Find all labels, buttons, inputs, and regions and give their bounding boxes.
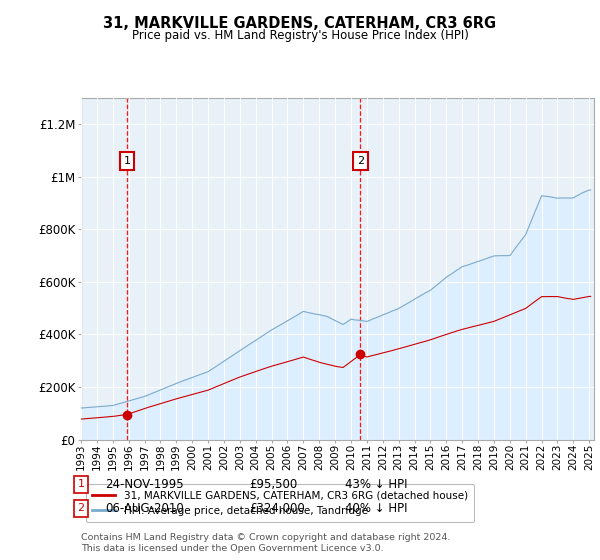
Text: 1: 1	[77, 479, 85, 489]
Text: £95,500: £95,500	[249, 478, 297, 491]
Text: 43% ↓ HPI: 43% ↓ HPI	[345, 478, 407, 491]
Text: 24-NOV-1995: 24-NOV-1995	[105, 478, 184, 491]
Text: 40% ↓ HPI: 40% ↓ HPI	[345, 502, 407, 515]
Legend: 31, MARKVILLE GARDENS, CATERHAM, CR3 6RG (detached house), HPI: Average price, d: 31, MARKVILLE GARDENS, CATERHAM, CR3 6RG…	[86, 484, 474, 522]
Text: 31, MARKVILLE GARDENS, CATERHAM, CR3 6RG: 31, MARKVILLE GARDENS, CATERHAM, CR3 6RG	[103, 16, 497, 31]
Text: 06-AUG-2010: 06-AUG-2010	[105, 502, 184, 515]
Text: £324,000: £324,000	[249, 502, 305, 515]
Text: Contains HM Land Registry data © Crown copyright and database right 2024.
This d: Contains HM Land Registry data © Crown c…	[81, 533, 451, 553]
Text: Price paid vs. HM Land Registry's House Price Index (HPI): Price paid vs. HM Land Registry's House …	[131, 29, 469, 42]
Text: 1: 1	[124, 156, 131, 166]
Text: 2: 2	[77, 503, 85, 514]
Text: 2: 2	[356, 156, 364, 166]
